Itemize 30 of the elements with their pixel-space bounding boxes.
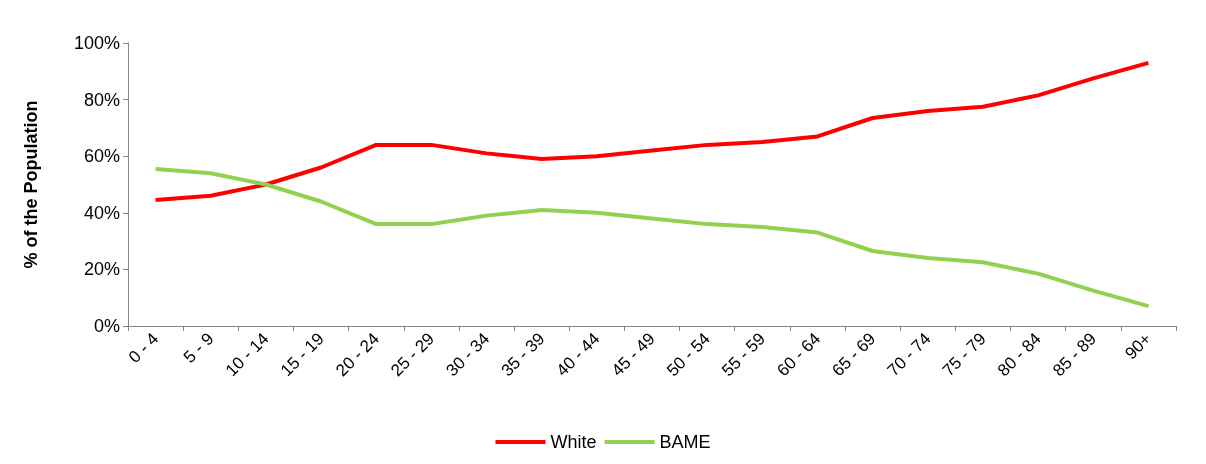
x-tick-label: 40 - 44 <box>552 329 604 381</box>
y-tick-label: 80% <box>83 89 120 110</box>
y-tick-label: 100% <box>73 33 120 53</box>
x-tick-label: 15 - 19 <box>276 329 328 381</box>
x-tick-label: 55 - 59 <box>718 329 770 381</box>
x-tick-label: 90+ <box>1121 329 1156 364</box>
x-tick-label: 70 - 74 <box>883 329 935 381</box>
x-tick-label: 35 - 39 <box>497 329 549 381</box>
x-tick-label: 30 - 34 <box>442 329 494 381</box>
x-tick-label: 45 - 49 <box>607 329 659 381</box>
legend-label: BAME <box>659 432 711 452</box>
line-series <box>153 60 1151 203</box>
x-tick-label: 10 - 14 <box>221 329 273 381</box>
x-tick-label: 60 - 64 <box>773 329 825 381</box>
x-tick-label: 85 - 89 <box>1049 329 1100 381</box>
y-tick-label: 60% <box>83 146 120 167</box>
legend-label: White <box>550 432 597 452</box>
x-tick-label: 5 - 9 <box>179 329 218 367</box>
x-tick-label: 75 - 79 <box>938 329 990 381</box>
y-tick-label: 0% <box>93 316 120 336</box>
x-tick-label: 80 - 84 <box>993 329 1045 381</box>
y-axis-title: % of the Population <box>21 100 41 269</box>
x-tick-label: 25 - 29 <box>387 329 439 381</box>
y-tick-label: 40% <box>83 202 120 223</box>
line-series <box>153 166 1151 309</box>
x-tick-label: 50 - 54 <box>663 329 714 381</box>
x-tick-label: 0 - 4 <box>124 329 163 367</box>
x-tick-label: 65 - 69 <box>828 329 880 381</box>
x-tick-label: 20 - 24 <box>332 329 383 381</box>
y-tick-label: 20% <box>83 259 120 280</box>
